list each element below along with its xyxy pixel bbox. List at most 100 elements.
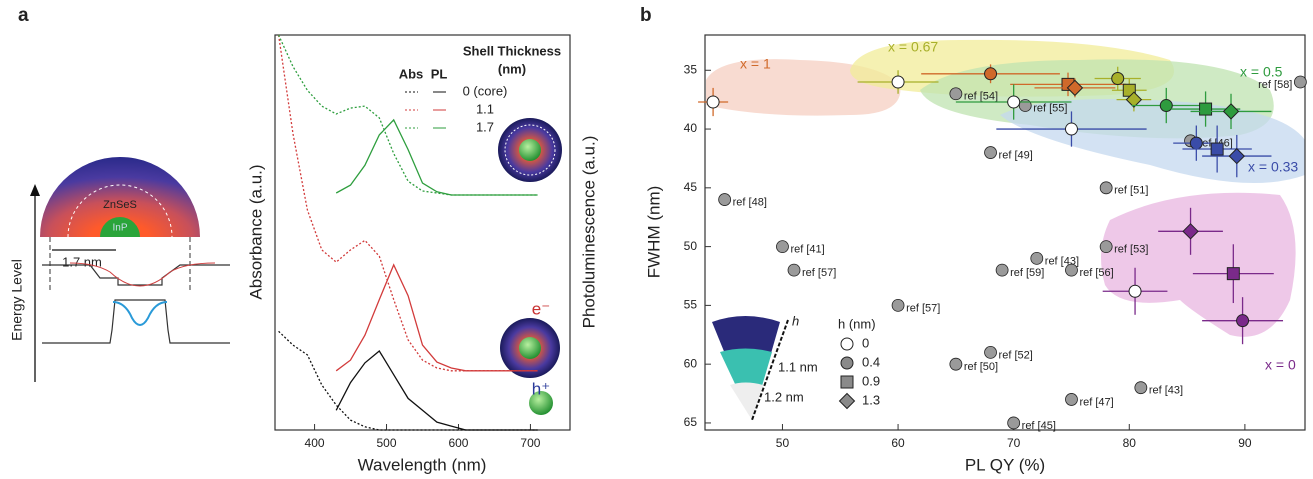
x-axis-label: Wavelength (nm) <box>358 455 487 474</box>
absorbance-line <box>278 34 538 196</box>
reference-label: ref [50] <box>964 361 998 373</box>
reference-label: ref [55] <box>1033 102 1067 114</box>
marker <box>1065 393 1078 406</box>
inset-label: h <box>792 313 799 328</box>
x-tick-label: 60 <box>891 436 905 450</box>
marker <box>1236 314 1250 328</box>
group-label: x = 0 <box>1265 357 1296 373</box>
reference-label: ref [58] <box>1258 79 1292 91</box>
sphere-interface <box>504 124 556 176</box>
marker <box>949 87 963 101</box>
y-tick-label: 45 <box>684 180 698 194</box>
inset: h 1.1 nm 1.2 nm <box>712 313 818 421</box>
legend-swatch <box>838 392 856 410</box>
schematic: ZnSeS InP 1.7 nm Energy Level e⁻ h⁺ <box>9 118 562 415</box>
marker <box>1226 267 1240 281</box>
x-tick-label: 90 <box>1238 436 1252 450</box>
x-tick-label: 50 <box>776 436 790 450</box>
legend-label: 0 (core) <box>463 83 508 98</box>
spectra: 400 500 600 700 0 (core) 1.1 1.7 <box>277 34 541 450</box>
legend-label: 0 <box>862 335 869 350</box>
marker <box>1099 181 1113 195</box>
interface <box>67 184 173 238</box>
legend-swatch <box>840 375 854 389</box>
plot-frame <box>274 34 571 431</box>
legend-label: 1.3 <box>862 392 880 407</box>
legend-label: 0.4 <box>862 354 880 369</box>
legend-title: (nm) <box>498 61 526 76</box>
marker <box>1228 147 1245 165</box>
x-axis-label: PL QY (%) <box>965 455 1045 474</box>
y-tick-label: 35 <box>684 62 698 76</box>
marker <box>1210 142 1224 156</box>
shell <box>40 157 200 237</box>
marker <box>1182 223 1199 240</box>
marker <box>984 346 997 359</box>
sphere-core <box>519 139 541 161</box>
y-tick-label: 55 <box>684 298 698 312</box>
valence-band <box>42 299 230 344</box>
marker <box>1199 102 1213 116</box>
reference-label: ref [41] <box>790 244 824 256</box>
y-tick-label: 65 <box>684 415 698 429</box>
reference-label: ref [56] <box>1079 267 1113 279</box>
pl-line <box>335 350 538 431</box>
legend-label: 1.7 <box>476 119 494 134</box>
reference-label: ref [47] <box>1079 396 1113 408</box>
marker <box>1189 136 1203 150</box>
pl-line <box>335 118 538 196</box>
shell-label: ZnSeS <box>103 199 137 211</box>
reference-label: ref [49] <box>999 149 1033 161</box>
reference-label: ref [54] <box>964 91 998 103</box>
absorbance-line <box>277 34 538 372</box>
region <box>1000 99 1305 183</box>
group-label: x = 1 <box>740 56 771 72</box>
carrier-label: h⁺ <box>532 379 550 398</box>
reference-label: ref [52] <box>999 349 1033 361</box>
core-ball <box>529 391 553 415</box>
core <box>100 217 140 237</box>
reference-label: ref [57] <box>802 267 836 279</box>
x-tick-label: 700 <box>520 436 540 450</box>
y-tick-label: 60 <box>684 356 698 370</box>
absorbance-line <box>278 330 538 431</box>
marker <box>891 298 905 312</box>
y-axis-label: FWHM (nm) <box>644 186 663 279</box>
legend-label: 0.9 <box>862 373 880 388</box>
y-tick-label: 40 <box>684 121 698 135</box>
group-label: x = 0.33 <box>1248 159 1298 175</box>
carrier-label: e⁻ <box>532 299 550 318</box>
marker <box>1159 99 1173 113</box>
electron-wave <box>69 262 216 287</box>
inset-label: 1.1 nm <box>778 359 818 374</box>
marker <box>1066 79 1084 97</box>
core-label: InP <box>112 223 127 234</box>
reference-label: ref [43] <box>1149 385 1183 397</box>
hole-wave <box>112 301 168 326</box>
reference-label: ref [48] <box>733 196 767 208</box>
marker <box>1128 284 1142 298</box>
marker <box>984 67 998 81</box>
arrow-head <box>30 184 40 196</box>
marker <box>949 357 963 371</box>
reference-label: ref [57] <box>906 302 940 314</box>
marker <box>1018 99 1032 112</box>
reference-label: ref [51] <box>1114 185 1148 197</box>
plot-frame <box>704 34 1306 431</box>
region <box>1101 192 1296 337</box>
legend-title: Shell Thickness <box>463 43 561 58</box>
marker <box>706 95 720 109</box>
x-tick-label: 70 <box>1007 436 1021 450</box>
legend-swatch <box>840 337 854 351</box>
marker <box>718 193 732 206</box>
group-label: x = 0.5 <box>1240 64 1283 80</box>
marker <box>1125 91 1143 108</box>
marker <box>1099 240 1113 254</box>
marker <box>1293 75 1307 89</box>
legend-column: Abs <box>399 66 424 81</box>
y-axis-label: Absorbance (a.u.) <box>246 164 265 299</box>
axis-label: Energy Level <box>9 259 25 341</box>
x-tick-label: 400 <box>305 436 325 450</box>
legend-column: PL <box>431 66 448 81</box>
